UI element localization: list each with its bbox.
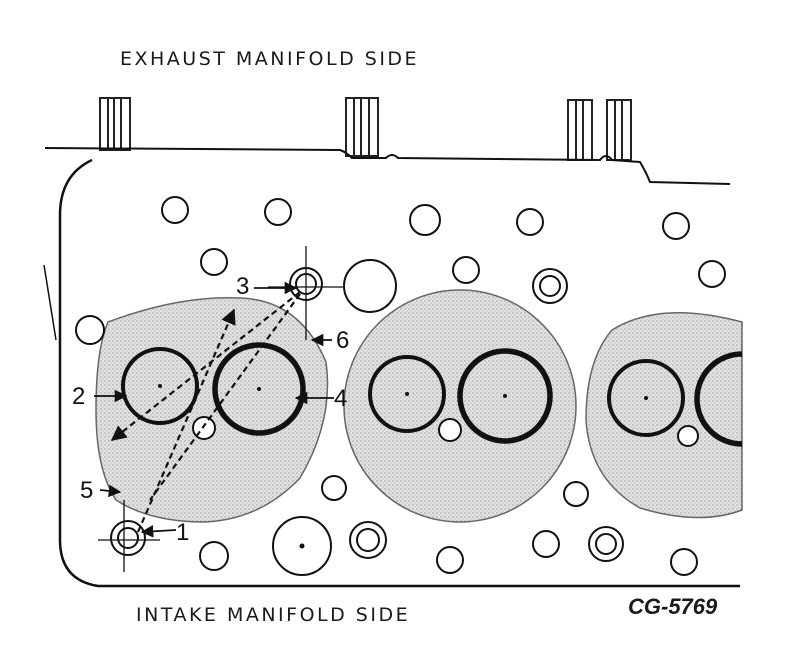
valve-centers [158, 384, 648, 400]
head-bolts [110, 267, 624, 562]
spark-plug-holes [192, 416, 699, 447]
intake-port-center [299, 543, 305, 549]
cylinder-head-outline [58, 158, 740, 588]
intake-side-label: INTAKE MANIFOLD SIDE [136, 604, 411, 626]
water-passage-holes [75, 196, 726, 576]
callout-6: 6 [336, 327, 349, 354]
callout-4: 4 [334, 385, 347, 412]
callout-1: 1 [176, 519, 189, 546]
measurement-lines [110, 291, 301, 533]
combustion-chambers [95, 289, 743, 523]
exhaust-side-label: EXHAUST MANIFOLD SIDE [120, 48, 420, 70]
callout-5: 5 [80, 477, 93, 504]
exhaust-studs [99, 97, 632, 161]
valves [121, 342, 743, 447]
exhaust-manifold-edge [44, 147, 731, 185]
figure-code: CG-5769 [628, 594, 718, 619]
callout-arrows [94, 281, 334, 538]
callout-2: 2 [72, 383, 85, 410]
callout-3: 3 [236, 273, 249, 300]
crosshairs [98, 246, 344, 572]
